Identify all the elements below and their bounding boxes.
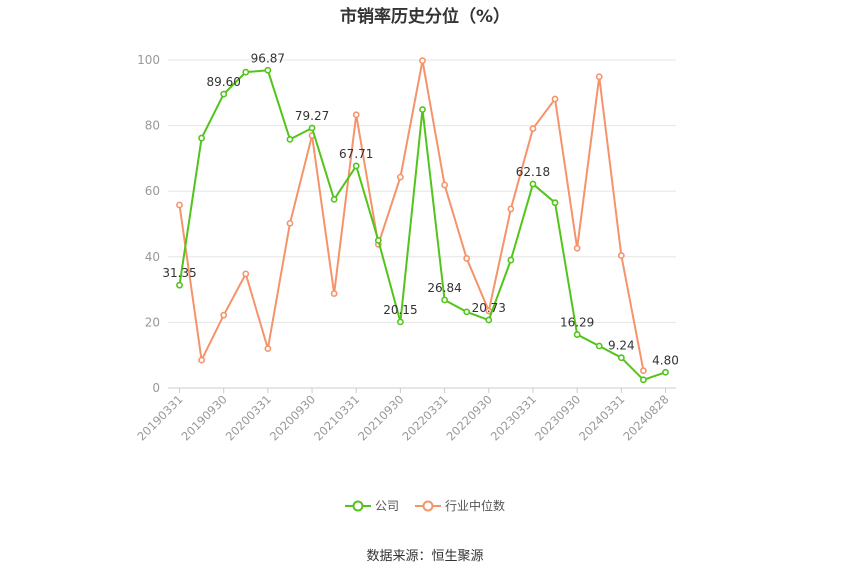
data-point — [640, 376, 647, 384]
x-tick-label: 20190930 — [179, 392, 230, 443]
data-label: 20.15 — [383, 303, 417, 317]
x-tick-label: 20240331 — [576, 392, 627, 443]
series-layer — [176, 57, 669, 384]
grid-lines — [168, 59, 676, 323]
data-point — [595, 342, 603, 350]
legend: 公司 行业中位数 — [0, 497, 850, 514]
data-point — [662, 368, 669, 376]
x-tick-label: 20230930 — [532, 392, 583, 443]
data-point — [198, 134, 205, 142]
data-point — [595, 73, 603, 81]
data-point — [441, 181, 448, 189]
data-point — [529, 180, 537, 188]
legend-label-industry: 行业中位数 — [445, 499, 506, 513]
data-point — [242, 270, 250, 278]
data-point — [551, 199, 559, 207]
x-tick-label: 20200331 — [223, 392, 274, 443]
data-point — [286, 135, 294, 143]
line-chart: 0 20 40 60 80 100 2019033120190930202003312020… — [134, 51, 679, 443]
data-point — [617, 354, 625, 362]
data-point — [374, 236, 382, 244]
data-point — [264, 66, 272, 74]
data-point — [397, 173, 404, 181]
data-point — [441, 296, 448, 304]
data-label: 89.60 — [207, 75, 241, 89]
data-point — [551, 95, 559, 103]
data-point — [529, 125, 537, 132]
data-point — [176, 201, 183, 209]
data-label: 31.35 — [162, 266, 196, 280]
data-point — [397, 318, 404, 326]
x-tick-label: 20230331 — [488, 392, 539, 443]
data-point — [330, 290, 338, 297]
x-tick-label: 20210331 — [311, 392, 362, 443]
data-point — [573, 331, 581, 338]
data-point — [198, 356, 205, 364]
data-point — [419, 57, 426, 65]
y-tick-label: 60 — [145, 184, 160, 198]
x-tick-label: 20220331 — [399, 392, 450, 443]
data-point — [330, 195, 338, 203]
data-label: 16.29 — [560, 316, 594, 330]
data-label: 4.80 — [652, 353, 679, 367]
data-point — [352, 162, 360, 170]
data-point — [352, 111, 360, 119]
data-label: 62.18 — [516, 165, 550, 179]
data-source-note: 数据来源：恒生聚源 — [366, 549, 484, 564]
data-point — [617, 252, 625, 259]
data-point — [507, 205, 515, 213]
y-tick-label: 100 — [137, 53, 160, 67]
x-tick-label: 20190331 — [134, 392, 185, 443]
data-point — [573, 244, 581, 252]
data-point — [242, 68, 250, 76]
series-line — [178, 59, 645, 371]
data-point — [220, 311, 228, 319]
data-point — [176, 281, 183, 289]
data-label: 67.71 — [339, 147, 373, 161]
data-point — [507, 256, 515, 264]
x-tick-label: 20200930 — [267, 392, 318, 443]
data-labels: 31.35 89.60 96.87 79.27 67.71 20.15 26.84 20.73… — [162, 51, 679, 367]
legend-item-industry[interactable]: 行业中位数 — [415, 497, 505, 514]
data-point — [463, 255, 471, 262]
data-point — [220, 90, 228, 98]
data-point — [286, 219, 294, 227]
data-label: 96.87 — [251, 51, 285, 65]
legend-company-swatch-icon — [344, 500, 371, 511]
series-company — [176, 66, 669, 384]
data-label: 79.27 — [295, 109, 329, 123]
data-point — [419, 106, 426, 113]
data-label: 9.24 — [608, 339, 635, 353]
data-point — [640, 367, 647, 375]
series-line — [178, 69, 666, 381]
y-tick-label: 0 — [152, 381, 160, 395]
y-tick-label: 40 — [145, 250, 160, 264]
legend-industry-swatch-icon — [415, 500, 441, 511]
data-point — [308, 124, 316, 132]
x-tick-label: 20240828 — [620, 392, 671, 443]
y-tick-label: 20 — [145, 315, 160, 329]
x-tick-label: 20220930 — [444, 392, 495, 443]
legend-label-company: 公司 — [374, 499, 399, 513]
x-tick-label: 20210930 — [355, 392, 406, 443]
data-label: 26.84 — [427, 281, 461, 295]
legend-item-company[interactable]: 公司 — [344, 497, 399, 514]
series-industry — [176, 57, 647, 375]
data-point — [264, 345, 272, 353]
data-point — [463, 308, 471, 316]
y-tick-label: 80 — [145, 119, 160, 133]
data-point — [485, 316, 493, 324]
chart-title: 市销率历史分位（%） — [339, 7, 511, 27]
data-label: 20.73 — [472, 301, 506, 315]
